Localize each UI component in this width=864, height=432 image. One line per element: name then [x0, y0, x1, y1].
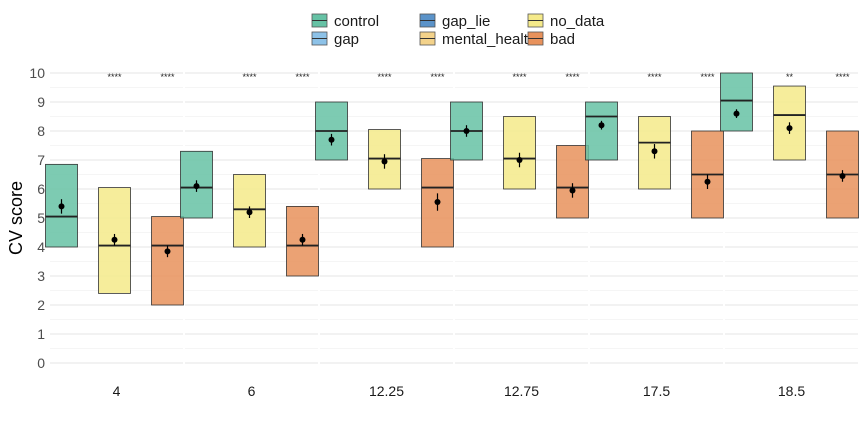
significance-label: **** — [377, 72, 392, 82]
y-tick-label: 2 — [37, 297, 45, 313]
significance-label: **** — [700, 72, 715, 82]
x-tick-label: 12.25 — [369, 383, 404, 399]
box-control — [585, 101, 618, 161]
significance-label: **** — [647, 72, 662, 82]
mean-point — [246, 209, 253, 216]
significance-label: **** — [160, 72, 175, 82]
mean-point — [193, 183, 200, 190]
significance-label: **** — [295, 72, 310, 82]
y-tick-label: 5 — [37, 210, 45, 226]
mean-point — [164, 248, 171, 255]
panels: 4**** ****6**** ****12.25**** ****12.75****… — [45, 72, 859, 399]
significance-label: **** — [107, 72, 122, 82]
panel-18.5: 18.5** **** — [720, 72, 859, 399]
mean-point — [786, 125, 793, 132]
legend-label: bad — [550, 31, 575, 48]
significance-label: ** — [786, 72, 794, 82]
mean-point — [651, 148, 658, 155]
x-tick-label: 4 — [113, 383, 121, 399]
mean-point — [516, 157, 523, 163]
x-tick-label: 17.5 — [643, 383, 670, 399]
mean-point — [463, 128, 470, 134]
legend-item-gap_lie: gap_lie — [419, 13, 490, 30]
panel-4: 4 **** **** — [45, 72, 184, 399]
y-tick-label: 6 — [37, 181, 45, 197]
x-tick-label: 18.5 — [778, 383, 805, 399]
y-tick-label: 8 — [37, 123, 45, 139]
box-control — [720, 72, 753, 132]
y-tick-label: 10 — [29, 65, 45, 81]
legend-item-no_data: no_data — [527, 13, 605, 30]
panel-12.25: 12.25 **** **** — [315, 72, 454, 399]
legend-item-gap: gap — [311, 31, 359, 48]
legend-item-bad: bad — [527, 31, 575, 48]
y-tick-label: 9 — [37, 94, 45, 110]
y-tick-label: 7 — [37, 152, 45, 168]
mean-point — [58, 203, 65, 210]
legend-label: gap — [334, 31, 359, 48]
mean-point — [434, 199, 441, 206]
mean-point — [569, 187, 576, 194]
mean-point — [299, 236, 306, 243]
significance-label: **** — [512, 72, 527, 82]
mean-point — [381, 158, 388, 165]
significance-label: **** — [835, 72, 850, 82]
legend-item-control: control — [311, 13, 379, 30]
legend-label: control — [334, 13, 379, 30]
legend-item-mental_health: mental_health — [419, 31, 536, 48]
y-tick-label: 3 — [37, 268, 45, 284]
y-axis: 0 1 2 3 4 5 6 7 8 9 10 — [29, 65, 45, 371]
y-tick-label: 1 — [37, 326, 45, 342]
legend-label: gap_lie — [442, 13, 490, 30]
mean-point — [111, 236, 118, 243]
mean-point — [733, 110, 740, 117]
panel-6: 6 **** **** — [180, 72, 319, 399]
y-axis-label: CV score — [6, 181, 26, 255]
panel-12.75: 12.75 **** **** — [450, 72, 589, 399]
x-tick-label: 12.75 — [504, 383, 539, 399]
panel-17.5: 17.5 **** **** — [585, 72, 724, 399]
mean-point — [328, 136, 335, 143]
box-bad — [556, 145, 589, 219]
mean-point — [598, 122, 605, 129]
mean-point — [704, 178, 711, 185]
y-tick-label: 0 — [37, 355, 45, 371]
significance-label: **** — [242, 72, 257, 82]
box-bad — [151, 216, 184, 306]
y-tick-label: 4 — [37, 239, 45, 255]
mean-point — [839, 172, 846, 179]
legend-label: mental_health — [442, 31, 536, 48]
legend-label: no_data — [550, 13, 605, 30]
significance-label: **** — [565, 72, 580, 82]
x-tick-label: 6 — [248, 383, 256, 399]
significance-label: **** — [430, 72, 445, 82]
